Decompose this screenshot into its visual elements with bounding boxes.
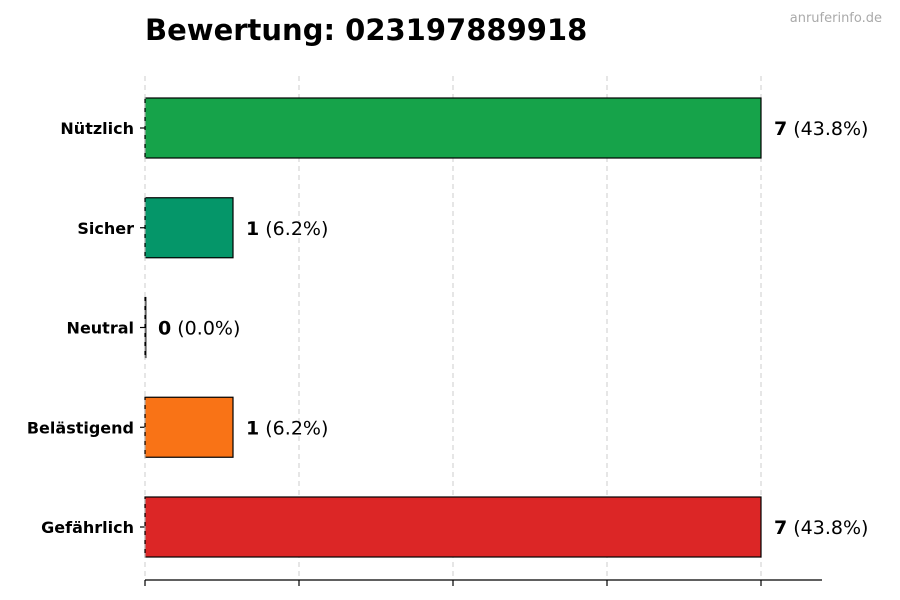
category-label: Gefährlich (41, 518, 134, 537)
bar-1 (144, 97, 762, 159)
value-label: 1 (6.2%) (246, 218, 328, 240)
chart-title: Bewertung: 023197889918 (145, 13, 587, 47)
value-count: 0 (158, 318, 171, 340)
bars (144, 97, 762, 558)
value-percent: (43.8%) (787, 517, 868, 539)
bar-2 (144, 197, 234, 259)
category-label: Neutral (67, 319, 134, 338)
category-label: Belästigend (27, 418, 134, 437)
value-label: 0 (0.0%) (158, 318, 240, 340)
category-label: Sicher (77, 219, 134, 238)
value-count: 7 (774, 517, 787, 539)
bar-5 (144, 496, 762, 558)
bar-4 (144, 396, 234, 458)
value-label: 1 (6.2%) (246, 417, 328, 439)
value-label: 7 (43.8%) (774, 517, 868, 539)
category-label: Nützlich (60, 119, 134, 138)
value-percent: (0.0%) (171, 318, 240, 340)
value-count: 1 (246, 218, 259, 240)
value-percent: (6.2%) (259, 218, 328, 240)
value-percent: (6.2%) (259, 417, 328, 439)
value-count: 7 (774, 118, 787, 140)
axes (140, 76, 822, 586)
value-count: 1 (246, 417, 259, 439)
value-percent: (43.8%) (787, 118, 868, 140)
category-labels: Nützlich 7 (43.8%) Sicher 1 (6.2%) Neutral 0 … (27, 118, 869, 539)
watermark: anruferinfo.de (790, 11, 882, 26)
value-label: 7 (43.8%) (774, 118, 868, 140)
